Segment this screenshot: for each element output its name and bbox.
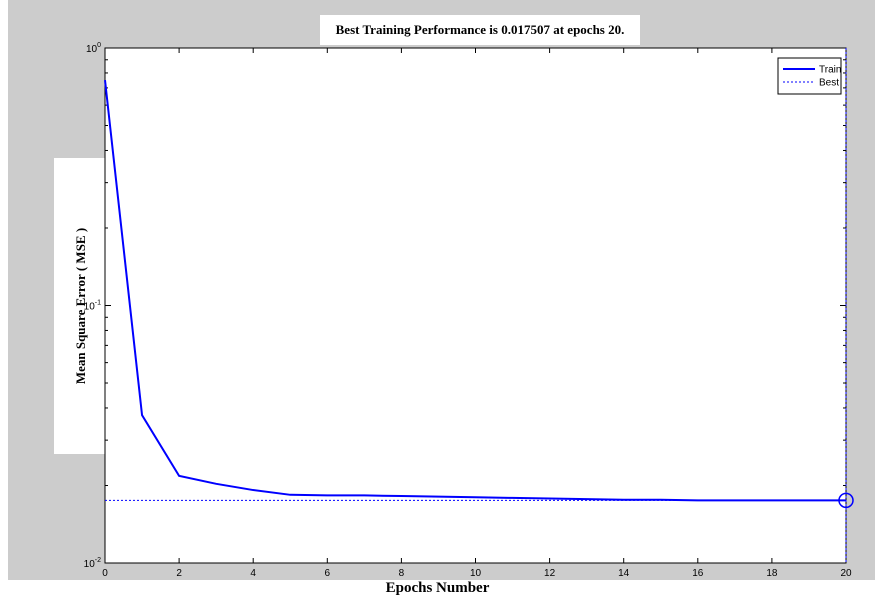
best-marker-circle — [838, 492, 854, 509]
y-tick-mantissa: 10 — [84, 559, 96, 570]
legend-box — [777, 57, 842, 95]
x-tick-label: 6 — [325, 568, 331, 579]
y-tick-mantissa: 10 — [84, 302, 96, 313]
x-tick-label: 14 — [618, 568, 630, 579]
x-tick-label: 8 — [399, 568, 405, 579]
y-tick-exponent: 0 — [97, 42, 101, 49]
chart-title: Best Training Performance is 0.017507 at… — [320, 15, 640, 45]
y-tick-exponent: -2 — [95, 557, 101, 564]
x-tick-label: 16 — [692, 568, 704, 579]
y-tick-label: 100 — [86, 42, 101, 55]
x-tick-label: 0 — [102, 568, 108, 579]
x-tick-label: 12 — [544, 568, 556, 579]
x-tick-label: 10 — [470, 568, 482, 579]
legend-label-best: Best — [819, 78, 839, 89]
legend-label-train: Train — [819, 65, 841, 76]
x-tick-label: 18 — [766, 568, 778, 579]
y-axis-label-box — [54, 158, 108, 454]
x-tick-label: 2 — [176, 568, 182, 579]
plot-frame — [104, 47, 847, 564]
x-tick-label: 20 — [840, 568, 852, 579]
y-tick-label: 10-2 — [84, 557, 101, 570]
x-axis-label: Epochs Number — [385, 580, 490, 596]
y-tick-label: 10-1 — [84, 300, 101, 313]
y-tick-mantissa: 10 — [86, 44, 98, 55]
y-tick-exponent: -1 — [95, 300, 101, 307]
x-tick-label: 4 — [250, 568, 256, 579]
